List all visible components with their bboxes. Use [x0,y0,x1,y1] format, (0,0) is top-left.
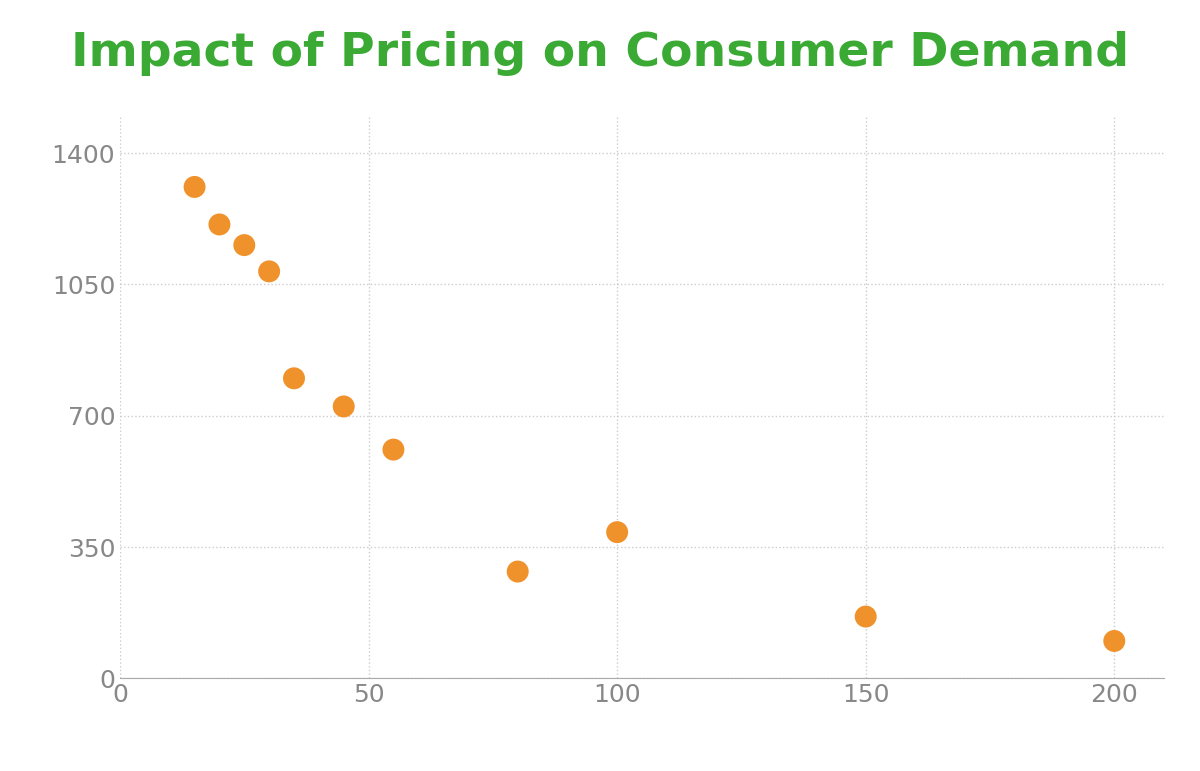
Point [384,443,403,456]
Point [284,372,304,385]
Point [508,565,527,577]
Point [210,218,229,231]
Point [607,526,626,538]
Point [334,400,353,412]
Point [1105,635,1124,647]
Point [259,265,278,278]
Point [235,239,254,251]
Text: Impact of Pricing on Consumer Demand: Impact of Pricing on Consumer Demand [71,32,1129,76]
Point [856,611,875,623]
Point [185,180,204,193]
